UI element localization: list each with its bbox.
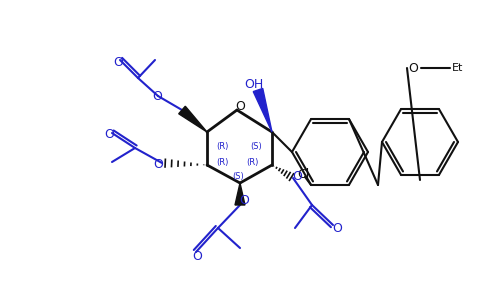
Text: O: O [292,170,302,183]
Text: O: O [152,89,162,102]
Text: (R): (R) [216,157,228,166]
Text: O: O [153,158,163,171]
Text: OH: OH [245,78,264,91]
Polygon shape [253,89,272,132]
Text: O: O [235,99,245,112]
Text: (S): (S) [232,171,244,181]
Text: Et: Et [452,63,463,73]
Polygon shape [179,106,207,132]
Text: O: O [239,194,249,207]
Polygon shape [235,183,245,205]
Text: O: O [113,56,123,68]
Text: (S): (S) [250,142,262,152]
Text: O: O [408,62,418,75]
Text: O: O [332,223,342,236]
Text: (R): (R) [246,157,258,166]
Text: O: O [104,128,114,141]
Text: (R): (R) [216,142,228,152]
Text: Cl: Cl [297,168,309,181]
Text: O: O [192,250,202,263]
